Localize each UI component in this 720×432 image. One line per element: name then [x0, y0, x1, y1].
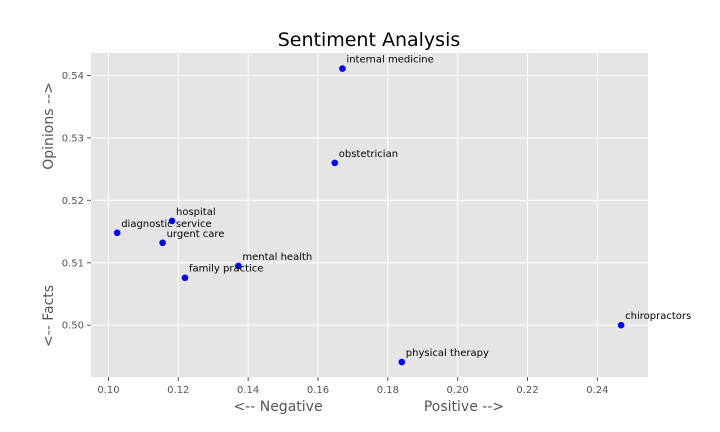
y-axis-label-bottom: <-- Facts: [41, 285, 57, 347]
y-tick-label: 0.51: [62, 258, 84, 269]
y-tick-label: 0.50: [62, 321, 84, 332]
point-labels: internal medicine obstetrician hospitaldia…: [121, 55, 691, 359]
data-point: [398, 358, 406, 366]
y-tick-label: 0.54: [62, 71, 84, 82]
x-axis-label-left: <-- Negative: [233, 399, 322, 415]
data-point: [235, 262, 242, 270]
point-label: chiropractors: [625, 311, 691, 322]
x-tick-label: 0.14: [237, 385, 259, 396]
y-axis-label-top: Opinions -->: [41, 82, 57, 170]
data-point: [617, 321, 625, 329]
x-tick-label: 0.18: [377, 385, 399, 396]
point-label: hospital: [176, 207, 216, 218]
data-point: [113, 229, 121, 237]
data-point: [159, 239, 166, 247]
point-label: diagnostic service: [121, 219, 211, 230]
x-tick-label: 0.24: [586, 385, 608, 396]
x-axis-ticks: 0.10 0.12 0.14 0.16 0.18 0.20 0.22 0.24: [97, 377, 608, 396]
y-axis-ticks: 0.50 0.51 0.52 0.53 0.54: [62, 71, 91, 332]
point-label: obstetrician: [339, 149, 398, 160]
x-tick-label: 0.16: [307, 385, 329, 396]
point-label: family practice: [189, 264, 263, 275]
plot-background: [91, 53, 648, 377]
chart-title: Sentiment Analysis: [278, 29, 461, 51]
y-tick-label: 0.53: [62, 133, 84, 144]
x-tick-label: 0.22: [516, 385, 538, 396]
x-tick-label: 0.12: [167, 385, 189, 396]
y-tick-label: 0.52: [62, 196, 84, 207]
point-label: internal medicine: [346, 55, 433, 66]
point-label: physical therapy: [406, 348, 489, 359]
x-tick-label: 0.10: [97, 385, 119, 396]
x-axis-label-right: Positive -->: [424, 399, 504, 415]
point-label: mental health: [242, 252, 312, 263]
data-point: [339, 65, 346, 72]
data-point: [331, 159, 339, 167]
point-label: urgent care: [167, 229, 225, 240]
data-point: [181, 274, 189, 282]
grid-lines: [91, 53, 648, 377]
data-points: [113, 65, 625, 366]
x-tick-label: 0.20: [447, 385, 469, 396]
data-point: [168, 217, 176, 225]
